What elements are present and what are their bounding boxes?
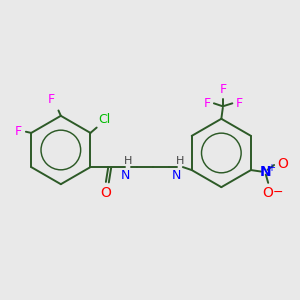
Text: O: O (263, 186, 274, 200)
Text: F: F (15, 125, 22, 138)
Text: O: O (278, 157, 289, 171)
Text: H: H (124, 156, 133, 166)
Text: F: F (235, 97, 242, 110)
Text: N: N (260, 164, 271, 178)
Text: F: F (204, 97, 211, 110)
Text: F: F (219, 83, 226, 96)
Text: H: H (176, 156, 184, 166)
Text: −: − (273, 186, 284, 200)
Text: F: F (48, 93, 55, 106)
Text: N: N (172, 169, 182, 182)
Text: +: + (267, 163, 274, 173)
Text: O: O (100, 186, 111, 200)
Text: Cl: Cl (98, 113, 110, 126)
Text: N: N (121, 169, 130, 182)
